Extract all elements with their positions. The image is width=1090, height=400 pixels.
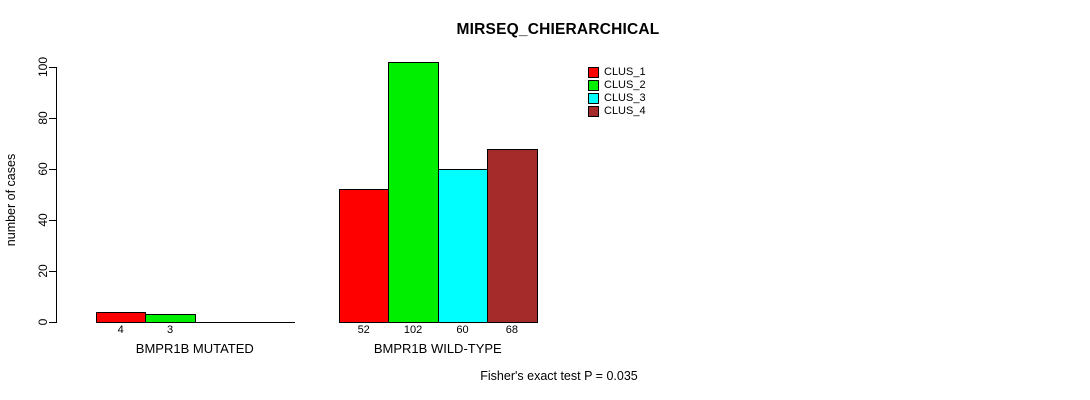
legend-swatch	[588, 106, 599, 117]
y-axis-tick-label: 80	[36, 111, 50, 125]
legend-label: CLUS_1	[604, 66, 646, 78]
legend-swatch	[588, 80, 599, 91]
chart-bar	[388, 61, 439, 323]
chart-bar	[339, 189, 390, 323]
category-label: BMPR1B WILD-TYPE	[373, 341, 502, 356]
chart-title: MIRSEQ_CHIERARCHICAL	[456, 21, 660, 38]
y-axis-tick-label: 20	[36, 264, 50, 278]
y-axis-tick	[49, 168, 56, 170]
y-axis-tick	[49, 66, 56, 68]
y-axis-label: number of cases	[4, 153, 18, 247]
chart-bar	[437, 169, 489, 323]
bar-value-label: 102	[403, 324, 423, 336]
legend-label: CLUS_2	[604, 79, 646, 91]
legend-label: CLUS_4	[604, 105, 646, 117]
legend-label: CLUS_3	[604, 92, 646, 104]
y-axis-tick	[49, 219, 56, 221]
y-axis-tick-label: 40	[36, 213, 50, 227]
y-axis-tick	[49, 321, 56, 323]
bar-value-label: 60	[456, 324, 469, 336]
y-axis-tick	[49, 117, 56, 119]
bar-value-label: 52	[357, 324, 370, 336]
chart-bar	[96, 311, 147, 323]
y-axis-tick-label: 60	[36, 162, 50, 176]
chart-bar	[487, 148, 538, 323]
y-axis-tick-label: 100	[36, 56, 50, 78]
bar-value-label: 4	[117, 324, 124, 336]
y-axis-line	[56, 66, 57, 323]
y-axis-tick-label: 0	[36, 318, 50, 326]
legend-swatch	[588, 93, 599, 104]
legend-swatch	[588, 67, 599, 78]
category-label: BMPR1B MUTATED	[135, 341, 254, 356]
stat-test-label: Fisher's exact test P = 0.035	[480, 369, 638, 383]
y-axis-tick	[49, 270, 56, 272]
chart-bar	[145, 314, 196, 323]
bar-value-label: 3	[167, 324, 174, 336]
bar-value-label: 68	[505, 324, 519, 336]
